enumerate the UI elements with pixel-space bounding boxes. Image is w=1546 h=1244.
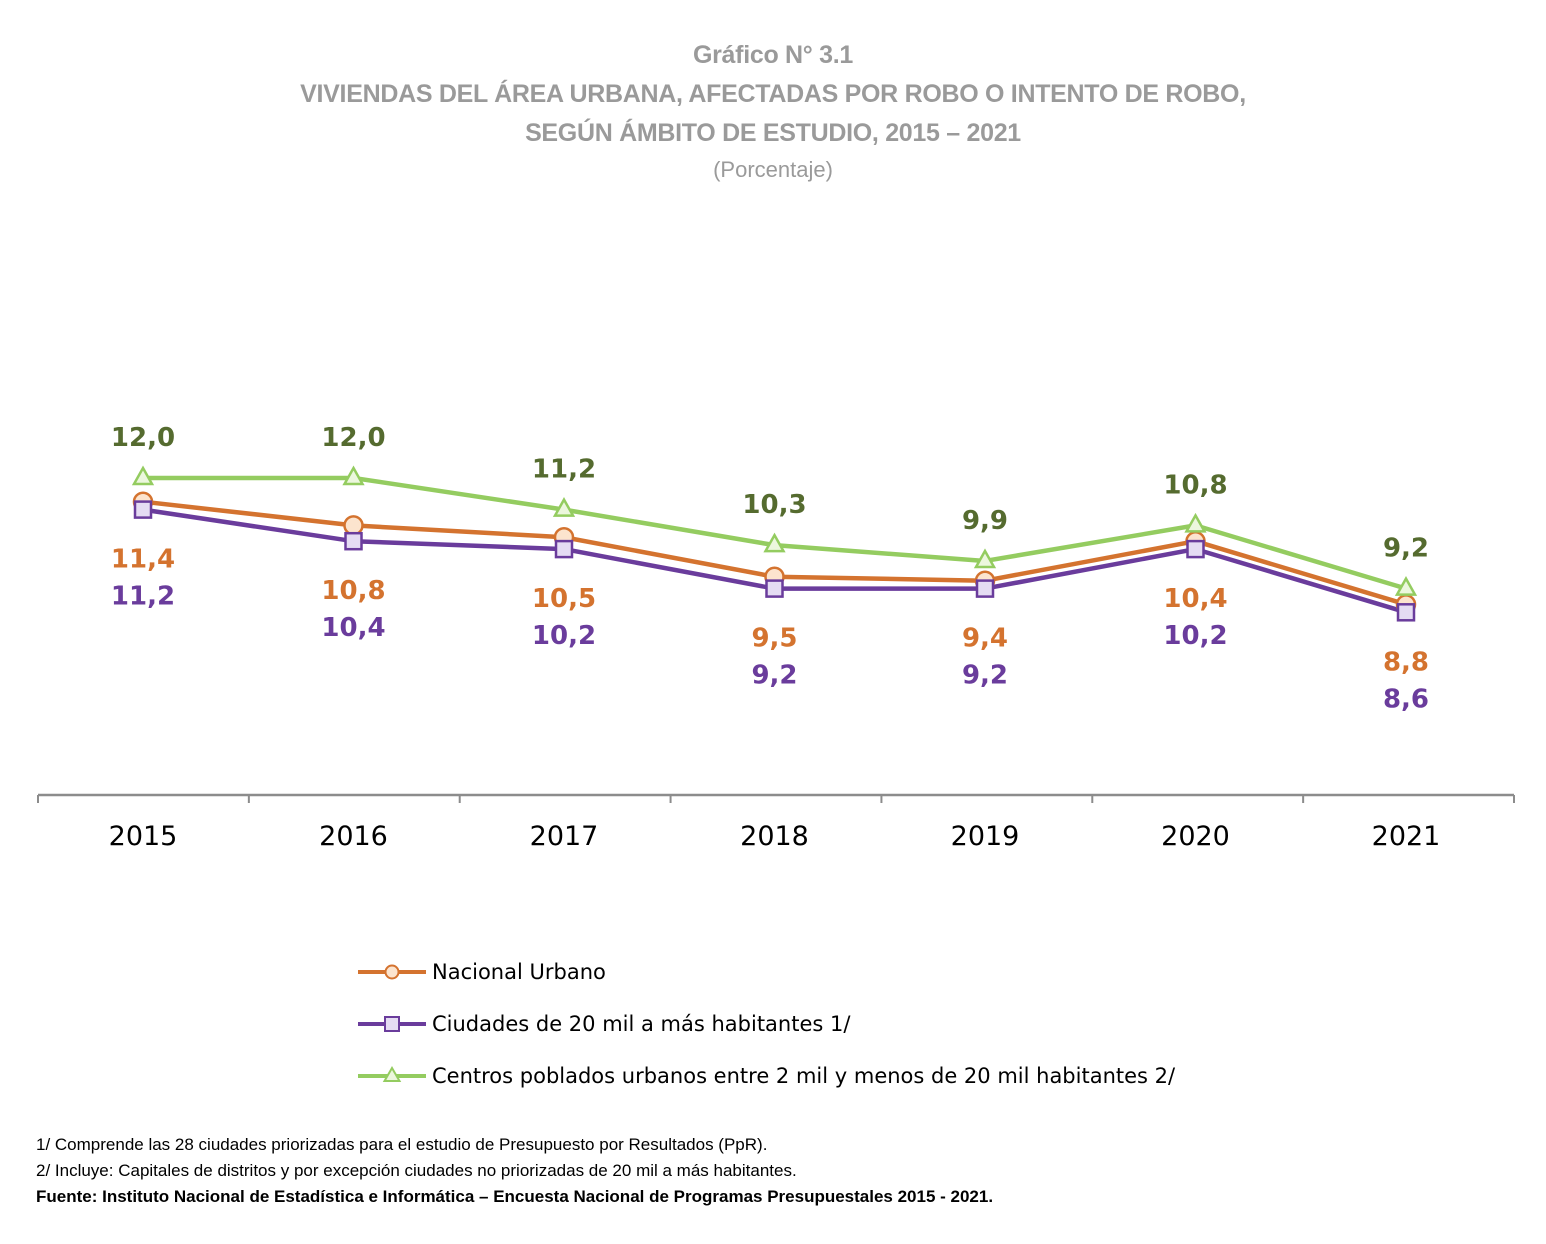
data-label: 10,8 (1163, 470, 1227, 500)
legend-label: Centros poblados urbanos entre 2 mil y m… (432, 1064, 1176, 1088)
data-point-triangle (1394, 576, 1418, 596)
data-label: 10,3 (742, 490, 806, 520)
x-tick-label: 2020 (1161, 821, 1230, 852)
x-tick-label: 2018 (740, 821, 809, 852)
legend: Nacional Urbano Ciudades de 20 mil a más… (356, 946, 1175, 1102)
legend-label: Ciudades de 20 mil a más habitantes 1/ (432, 1012, 851, 1036)
legend-swatch-square-icon (358, 1016, 426, 1032)
data-point-triangle (552, 497, 576, 517)
line-chart: 2015 2016 2017 2018 2019 2020 2021 12,0 12,0 11,2… (37, 423, 1515, 852)
legend-item-ciudades: Ciudades de 20 mil a más habitantes 1/ (356, 998, 1175, 1050)
legend-swatch-triangle-icon (358, 1065, 426, 1082)
data-point-square (975, 579, 995, 598)
chart-number: Gráfico N° 3.1 (692, 41, 854, 69)
data-label: 11,2 (111, 582, 175, 612)
data-label: 10,2 (1163, 621, 1227, 651)
data-point-square (1396, 603, 1416, 622)
data-point-triangle (131, 465, 155, 486)
data-point-square (554, 539, 574, 559)
x-tick-label: 2015 (109, 821, 178, 852)
data-point-triangle (973, 548, 997, 569)
source-note: Fuente: Instituto Nacional de Estadístic… (36, 1187, 994, 1206)
data-label: 10,5 (532, 584, 596, 614)
chart-header: Gráfico N° 3.1 VIVIENDAS DEL ÁREA URBANA… (0, 36, 1546, 187)
legend-item-centros-poblados: Centros poblados urbanos entre 2 mil y m… (356, 1050, 1175, 1102)
footnotes: 1/ Comprende las 28 ciudades priorizadas… (36, 1132, 993, 1210)
data-label: 10,4 (1163, 584, 1227, 614)
data-label: 8,6 (1383, 684, 1429, 714)
x-tick-label: 2021 (1372, 821, 1441, 852)
data-label: 12,0 (111, 423, 175, 453)
data-label: 10,8 (321, 576, 385, 606)
data-point-square (133, 500, 153, 519)
footnote-1: 1/ Comprende las 28 ciudades priorizadas… (36, 1135, 768, 1154)
chart-title-line-1: VIVIENDAS DEL ÁREA URBANA, AFECTADAS POR… (300, 80, 1246, 108)
data-label: 8,8 (1383, 647, 1429, 677)
data-point-square (344, 531, 363, 551)
chart-title-line-2: SEGÚN ÁMBITO DE ESTUDIO, 2015 – 2021 (525, 119, 1021, 147)
data-label: 11,2 (532, 455, 596, 485)
data-label: 10,2 (532, 621, 596, 651)
data-label: 9,2 (751, 661, 797, 691)
data-point-square (765, 579, 784, 598)
data-label: 9,9 (962, 506, 1008, 536)
legend-swatch-circle-icon (358, 964, 426, 980)
data-point-circle (343, 515, 364, 536)
data-point-triangle (1184, 512, 1207, 533)
x-tick-label: 2016 (319, 821, 388, 852)
data-label: 11,4 (111, 545, 175, 575)
legend-label: Nacional Urbano (432, 960, 606, 984)
chart-unit: (Porcentaje) (713, 157, 833, 182)
data-label: 9,4 (962, 624, 1008, 654)
data-label: 9,5 (751, 624, 797, 654)
data-label: 9,2 (1383, 534, 1429, 564)
data-point-triangle (342, 465, 365, 486)
data-point-triangle (763, 532, 786, 553)
data-label: 12,0 (321, 423, 385, 453)
x-tick-label: 2019 (951, 821, 1020, 852)
x-tick-label: 2017 (530, 821, 599, 852)
data-label: 10,4 (321, 613, 385, 643)
data-point-square (1186, 539, 1205, 559)
data-label: 9,2 (962, 661, 1008, 691)
legend-item-nacional-urbano: Nacional Urbano (356, 946, 1175, 998)
footnote-2: 2/ Incluye: Capitales de distritos y por… (36, 1161, 797, 1180)
